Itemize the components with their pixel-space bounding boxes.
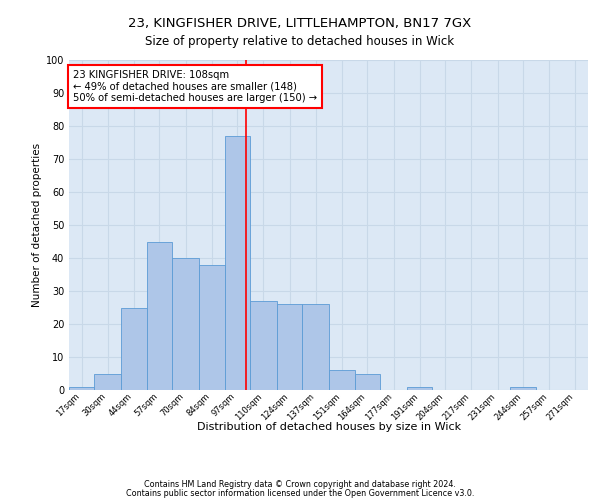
Bar	[407, 386, 433, 390]
Bar	[277, 304, 302, 390]
Bar	[355, 374, 380, 390]
Bar	[302, 304, 329, 390]
Bar	[250, 301, 277, 390]
Bar	[121, 308, 147, 390]
Text: Distribution of detached houses by size in Wick: Distribution of detached houses by size …	[197, 422, 461, 432]
Text: 23, KINGFISHER DRIVE, LITTLEHAMPTON, BN17 7GX: 23, KINGFISHER DRIVE, LITTLEHAMPTON, BN1…	[128, 18, 472, 30]
Text: 23 KINGFISHER DRIVE: 108sqm
← 49% of detached houses are smaller (148)
50% of se: 23 KINGFISHER DRIVE: 108sqm ← 49% of det…	[73, 70, 317, 103]
Text: Size of property relative to detached houses in Wick: Size of property relative to detached ho…	[145, 35, 455, 48]
Bar	[510, 386, 536, 390]
Y-axis label: Number of detached properties: Number of detached properties	[32, 143, 41, 307]
Bar	[199, 264, 224, 390]
Text: Contains HM Land Registry data © Crown copyright and database right 2024.: Contains HM Land Registry data © Crown c…	[144, 480, 456, 489]
Bar	[224, 136, 250, 390]
Bar	[147, 242, 172, 390]
Bar	[94, 374, 121, 390]
Bar	[329, 370, 355, 390]
Bar	[69, 386, 94, 390]
Text: Contains public sector information licensed under the Open Government Licence v3: Contains public sector information licen…	[126, 489, 474, 498]
Bar	[172, 258, 199, 390]
